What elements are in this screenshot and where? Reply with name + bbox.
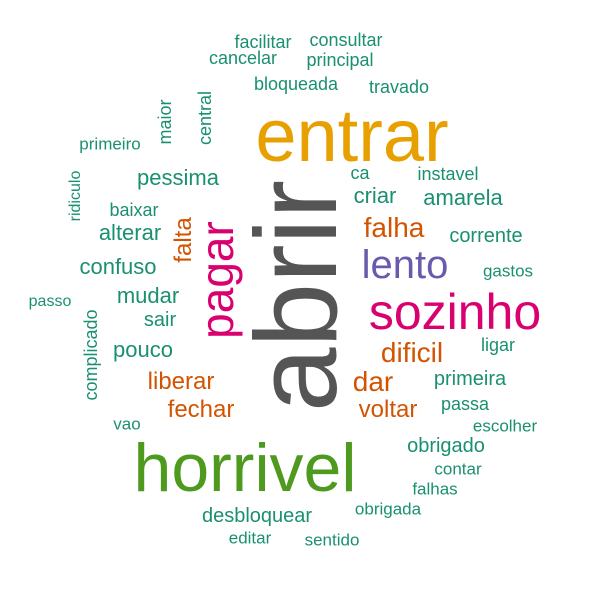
- word-ridiculo: ridiculo: [67, 170, 84, 222]
- word-vao: vao: [113, 414, 141, 434]
- word-instavel: instavel: [417, 164, 479, 184]
- word-complicado: complicado: [81, 309, 101, 401]
- word-pessima: pessima: [137, 165, 219, 190]
- word-gastos: gastos: [482, 261, 534, 281]
- word-ligar: ligar: [480, 335, 516, 355]
- word-cancelar: cancelar: [208, 48, 278, 68]
- word-lento: lento: [361, 243, 449, 287]
- word-sair: sair: [143, 309, 177, 331]
- word-maior: maior: [155, 99, 175, 145]
- word-falhas: falhas: [412, 479, 458, 499]
- word-contar: contar: [434, 459, 482, 479]
- word-pagar: pagar: [191, 221, 243, 339]
- word-desbloquear: desbloquear: [201, 505, 313, 527]
- word-primeiro: primeiro: [79, 134, 141, 154]
- word-criar: criar: [353, 183, 397, 208]
- word-alterar: alterar: [98, 220, 162, 245]
- word-abrir: abrir: [231, 179, 361, 413]
- word-pouco: pouco: [113, 337, 173, 362]
- word-falta: falta: [170, 217, 197, 263]
- word-editar: editar: [228, 528, 272, 548]
- word-travado: travado: [368, 77, 430, 97]
- word-baixar: baixar: [109, 200, 159, 220]
- word-dar: dar: [352, 366, 394, 397]
- word-corrente: corrente: [449, 225, 523, 247]
- word-sentido: sentido: [304, 530, 360, 550]
- word-confuso: confuso: [79, 254, 157, 279]
- word-primeira: primeira: [433, 368, 507, 390]
- word-voltar: voltar: [358, 396, 418, 423]
- word-sozinho: sozinho: [368, 284, 542, 340]
- word-ca: ca: [350, 163, 370, 183]
- word-obrigada: obrigada: [354, 499, 422, 519]
- word-passa: passa: [440, 394, 490, 414]
- word-amarela: amarela: [423, 185, 503, 210]
- word-passo: passo: [28, 293, 72, 310]
- word-escolher: escolher: [472, 416, 538, 436]
- word-bloqueada: bloqueada: [253, 74, 339, 94]
- word-facilitar: facilitar: [234, 32, 292, 52]
- word-central: central: [195, 90, 215, 146]
- word-dificil: dificil: [380, 337, 444, 368]
- word-consultar: consultar: [309, 30, 383, 50]
- word-mudar: mudar: [116, 283, 180, 308]
- word-principal: principal: [306, 50, 374, 70]
- word-horrivel: horrivel: [133, 430, 357, 506]
- word-falha: falha: [363, 212, 425, 243]
- word-obrigado: obrigado: [407, 435, 485, 457]
- word-liberar: liberar: [147, 368, 215, 395]
- word-entrar: entrar: [255, 94, 449, 177]
- word-fechar: fechar: [167, 396, 235, 423]
